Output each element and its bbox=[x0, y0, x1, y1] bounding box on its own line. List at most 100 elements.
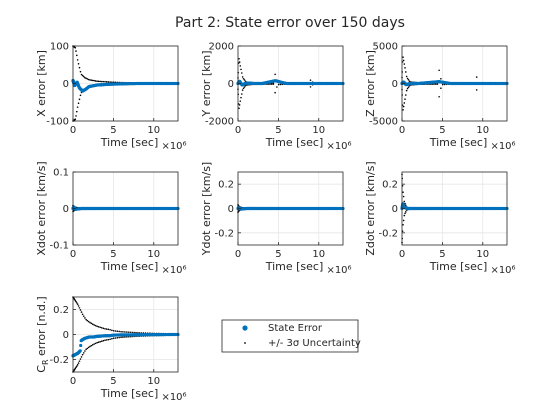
uncertainty-point bbox=[238, 57, 240, 60]
uncertainty-point bbox=[109, 338, 111, 341]
uncertainty-point bbox=[94, 342, 97, 345]
uncertainty-point bbox=[276, 86, 278, 88]
uncertainty-point bbox=[77, 362, 80, 364]
y-tick-label: 0.2 bbox=[218, 180, 234, 191]
uncertainty-point bbox=[132, 331, 134, 334]
uncertainty-point bbox=[404, 71, 407, 73]
uncertainty-point bbox=[80, 73, 83, 76]
uncertainty-point bbox=[74, 46, 77, 49]
uncertainty-point bbox=[109, 81, 111, 83]
x-axis-label: Time [sec] bbox=[100, 387, 159, 400]
uncertainty-point bbox=[440, 77, 442, 80]
uncertainty-point bbox=[241, 89, 244, 91]
uncertainty-point bbox=[240, 72, 243, 74]
uncertainty-point bbox=[126, 336, 128, 338]
uncertainty-point bbox=[116, 330, 119, 333]
y-tick-label: 0.2 bbox=[382, 180, 398, 191]
data-layer-z bbox=[400, 56, 509, 111]
uncertainty-point bbox=[402, 109, 404, 111]
x-tick-label: 10 bbox=[312, 125, 325, 136]
uncertainty-point bbox=[85, 318, 87, 321]
uncertainty-point bbox=[269, 83, 271, 85]
uncertainty-point bbox=[402, 219, 405, 222]
uncertainty-point bbox=[274, 73, 276, 76]
y-axis-label: Ydot error [km/s] bbox=[200, 162, 213, 256]
uncertainty-point bbox=[75, 300, 77, 303]
y-tick-label: -0.1 bbox=[49, 241, 69, 252]
uncertainty-point bbox=[402, 191, 404, 193]
uncertainty-point bbox=[76, 59, 79, 61]
uncertainty-point bbox=[75, 54, 78, 57]
x-tick-label: 0 bbox=[235, 125, 241, 136]
x-axis-label: Time [sec] bbox=[100, 136, 159, 149]
uncertainty-point bbox=[111, 329, 113, 332]
uncertainty-point bbox=[94, 324, 97, 327]
uncertainty-point bbox=[243, 79, 246, 81]
uncertainty-point bbox=[80, 356, 83, 358]
legend-label-state-error: State Error bbox=[268, 323, 323, 334]
uncertainty-point bbox=[118, 330, 120, 333]
uncertainty-point bbox=[94, 80, 97, 82]
figure-title: Part 2: State error over 150 days bbox=[175, 15, 405, 31]
uncertainty-point bbox=[105, 339, 108, 341]
uncertainty-point bbox=[309, 86, 312, 88]
y-tick-label: 0 bbox=[392, 79, 398, 90]
uncertainty-point bbox=[239, 65, 242, 67]
y-tick-label: 0 bbox=[392, 204, 398, 215]
data-layer-y bbox=[236, 57, 345, 110]
uncertainty-point bbox=[100, 80, 103, 83]
uncertainty-point bbox=[79, 94, 82, 97]
uncertainty-point bbox=[402, 59, 405, 62]
x-tick-label: 5 bbox=[110, 376, 116, 387]
uncertainty-point bbox=[134, 331, 136, 334]
uncertainty-point bbox=[97, 326, 100, 328]
uncertainty-point bbox=[102, 80, 105, 83]
x-tick-label: 5 bbox=[110, 125, 116, 136]
uncertainty-point bbox=[111, 337, 113, 340]
uncertainty-point bbox=[114, 330, 117, 332]
uncertainty-point bbox=[82, 75, 85, 78]
uncertainty-point bbox=[104, 327, 106, 330]
uncertainty-point bbox=[238, 61, 241, 63]
uncertainty-point bbox=[406, 87, 409, 90]
uncertainty-point bbox=[79, 70, 82, 73]
x-tick-label: 10 bbox=[147, 376, 160, 387]
uncertainty-point bbox=[440, 87, 442, 90]
uncertainty-point bbox=[102, 339, 105, 342]
uncertainty-point bbox=[128, 331, 130, 334]
y-tick-label: -0.2 bbox=[378, 228, 398, 239]
uncertainty-point bbox=[122, 331, 124, 333]
x-tick-label: 10 bbox=[312, 249, 325, 260]
uncertainty-point bbox=[309, 79, 312, 81]
state-error-point bbox=[78, 349, 82, 353]
uncertainty-point bbox=[243, 86, 246, 88]
legend-marker-state-error bbox=[242, 325, 248, 331]
uncertainty-point bbox=[86, 78, 89, 80]
uncertainty-point bbox=[404, 211, 407, 213]
uncertainty-point bbox=[99, 80, 101, 83]
uncertainty-point bbox=[96, 80, 98, 83]
x-tick-label: 5 bbox=[110, 249, 116, 260]
uncertainty-point bbox=[82, 315, 85, 317]
x-axis-label: Time [sec] bbox=[429, 260, 488, 273]
y-tick-label: 0 bbox=[228, 204, 234, 215]
uncertainty-point bbox=[405, 89, 408, 92]
x-axis-multiplier: ×10⁶ bbox=[326, 141, 351, 152]
uncertainty-point bbox=[277, 83, 280, 86]
uncertainty-point bbox=[407, 86, 410, 89]
uncertainty-point bbox=[86, 347, 89, 350]
y-axis-label: X error [km] bbox=[35, 50, 48, 117]
uncertainty-point bbox=[402, 224, 404, 226]
uncertainty-point bbox=[89, 79, 91, 81]
y-tick-label: -5000 bbox=[369, 117, 398, 128]
x-axis-multiplier: ×10⁶ bbox=[326, 265, 351, 276]
y-axis-label: Xdot error [km/s] bbox=[35, 161, 48, 255]
y-tick-label: 0.1 bbox=[53, 168, 69, 179]
uncertainty-point bbox=[84, 76, 86, 79]
uncertainty-point bbox=[89, 321, 91, 324]
uncertainty-point bbox=[112, 329, 115, 332]
uncertainty-point bbox=[76, 364, 79, 366]
